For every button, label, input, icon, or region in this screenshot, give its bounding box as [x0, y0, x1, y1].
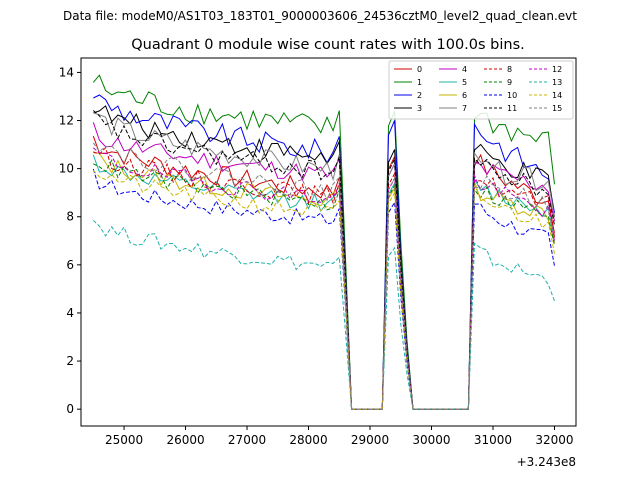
legend-label-6: 6	[462, 91, 467, 100]
x-tick-label-29000: 29000	[351, 433, 389, 447]
series-line-10	[92, 168, 555, 410]
legend-label-14: 14	[552, 91, 562, 100]
legend-label-4: 4	[462, 65, 467, 74]
series-line-13	[92, 219, 555, 410]
series-line-11	[92, 110, 555, 410]
x-tick-label-27000: 27000	[228, 433, 266, 447]
x-axis: 25000 26000 27000 28000 29000 30000 31000 32000	[105, 426, 574, 447]
legend-label-8: 8	[507, 65, 512, 74]
x-tick-label-28000: 28000	[289, 433, 327, 447]
series-line-7	[93, 112, 555, 410]
legend-label-5: 5	[462, 78, 467, 87]
x-tick-label-30000: 30000	[412, 433, 450, 447]
legend-label-1: 1	[417, 78, 422, 87]
y-tick-label-0: 0	[66, 402, 74, 416]
legend-label-10: 10	[507, 91, 517, 100]
legend-label-15: 15	[552, 104, 562, 113]
y-tick-label-14: 14	[59, 65, 74, 79]
y-tick-label-8: 8	[66, 210, 74, 224]
y-tick-label-10: 10	[59, 162, 74, 176]
legend-label-2: 2	[417, 91, 422, 100]
series-layer	[92, 74, 555, 410]
y-tick-label-6: 6	[66, 258, 74, 272]
y-tick-label-4: 4	[66, 306, 74, 320]
legend-label-3: 3	[417, 104, 422, 113]
series-line-14	[92, 169, 555, 410]
y-tick-label-12: 12	[59, 114, 74, 128]
legend-label-11: 11	[507, 104, 517, 113]
series-line-15	[92, 142, 555, 410]
series-line-2	[93, 94, 555, 410]
y-axis: 0 2 4 6 8 10 12 14	[59, 65, 81, 416]
series-line-4	[92, 122, 555, 410]
series-line-0	[92, 135, 555, 410]
series-line-9	[93, 158, 555, 410]
legend-label-13: 13	[552, 78, 562, 87]
figure-suptitle: Data file: modeM0/AS1T03_183T01_90000036…	[63, 9, 577, 23]
x-tick-label-26000: 26000	[166, 433, 204, 447]
legend-label-9: 9	[507, 78, 512, 87]
x-tick-label-25000: 25000	[105, 433, 143, 447]
legend-label-12: 12	[552, 65, 562, 74]
x-axis-offset-label: +3.243e8	[517, 455, 576, 469]
series-line-3	[93, 105, 555, 410]
series-line-12	[92, 147, 555, 410]
x-tick-label-31000: 31000	[474, 433, 512, 447]
x-tick-label-32000: 32000	[535, 433, 573, 447]
plot-frame	[80, 57, 577, 427]
legend-label-7: 7	[462, 104, 467, 113]
series-line-1	[92, 74, 555, 410]
legend-label-0: 0	[417, 65, 422, 74]
y-tick-label-2: 2	[66, 354, 74, 368]
chart-title: Quadrant 0 module wise count rates with …	[131, 37, 525, 53]
series-line-5	[92, 154, 555, 410]
legend-box	[388, 60, 574, 120]
